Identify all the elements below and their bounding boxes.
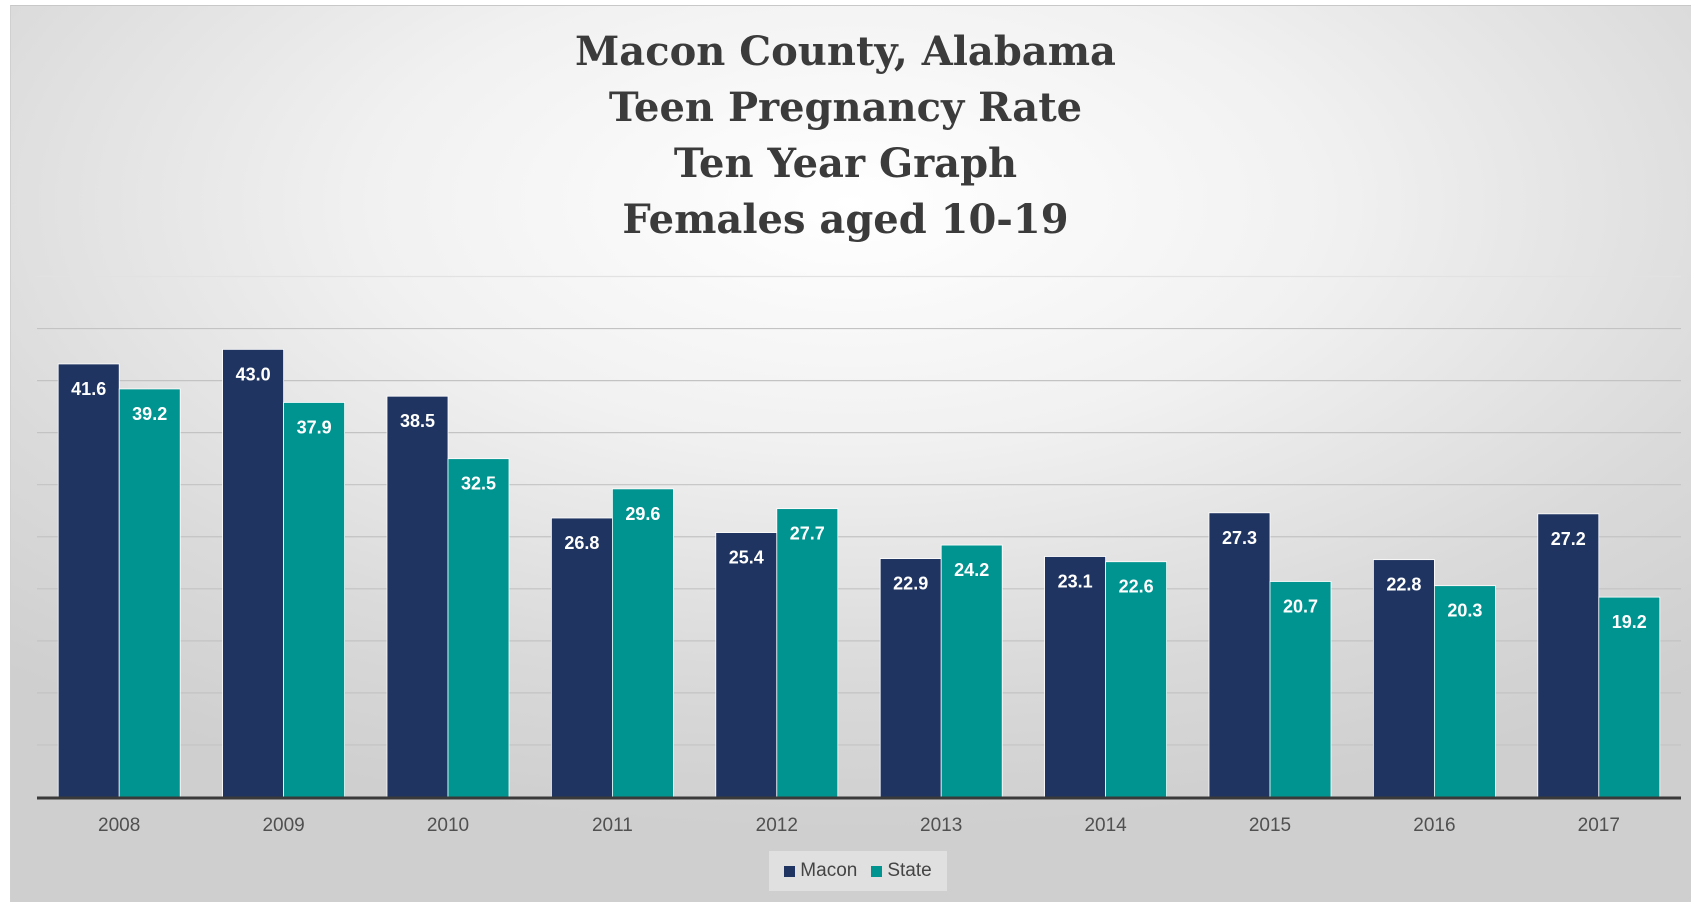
data-label-macon-2012: 25.4: [729, 548, 764, 568]
data-label-state-2012: 27.7: [790, 524, 825, 544]
bar-macon-2011: [551, 517, 613, 798]
bar-macon-2009: [222, 348, 285, 798]
x-tick-label-2017: 2017: [1578, 815, 1620, 836]
bar-state-2012: [776, 508, 839, 798]
legend-label-state: State: [887, 860, 932, 881]
data-label-state-2014: 22.6: [1119, 577, 1154, 597]
data-label-state-2010: 32.5: [461, 474, 496, 494]
data-label-macon-2015: 27.3: [1222, 528, 1257, 548]
data-label-state-2016: 20.3: [1447, 601, 1482, 621]
x-tick-label-2008: 2008: [98, 815, 140, 836]
bar-macon-2012: [715, 532, 778, 798]
data-label-state-2011: 29.6: [625, 504, 660, 524]
data-label-macon-2016: 22.8: [1386, 575, 1421, 595]
data-label-state-2017: 19.2: [1612, 612, 1647, 632]
bar-macon-2010: [386, 395, 449, 798]
bar-state-2010: [447, 458, 510, 798]
x-tick-label-2013: 2013: [920, 815, 962, 836]
bar-macon-2016: [1373, 559, 1435, 798]
bar-macon-2017: [1537, 513, 1600, 798]
legend-item-macon: Macon: [784, 860, 857, 882]
bar-state-2015: [1269, 581, 1332, 798]
legend-label-macon: Macon: [800, 860, 858, 881]
bar-state-2016: [1434, 585, 1496, 798]
legend-item-state: State: [871, 860, 932, 882]
data-label-macon-2013: 22.9: [893, 574, 928, 594]
bar-state-2014: [1105, 561, 1167, 798]
bar-state-2017: [1598, 596, 1661, 798]
x-tick-label-2014: 2014: [1084, 815, 1127, 836]
data-label-macon-2014: 23.1: [1058, 572, 1093, 592]
legend-swatch-state: [871, 865, 883, 877]
chart-title-line-1: Macon County, Alabama: [575, 28, 1116, 75]
data-label-state-2009: 37.9: [297, 417, 332, 437]
bar-macon-2008: [57, 363, 120, 798]
chart-title-line-3: Ten Year Graph: [673, 140, 1018, 187]
data-label-state-2008: 39.2: [132, 404, 167, 424]
bar-macon-2014: [1044, 556, 1106, 798]
bar-state-2011: [612, 488, 674, 798]
x-tick-label-2009: 2009: [262, 815, 304, 836]
data-label-macon-2009: 43.0: [236, 364, 271, 384]
legend-swatch-macon: [784, 865, 796, 877]
data-label-macon-2017: 27.2: [1551, 529, 1586, 549]
bar-state-2013: [940, 544, 1003, 798]
legend: Macon State: [769, 851, 947, 891]
x-tick-label-2016: 2016: [1413, 815, 1455, 836]
chart-title-line-2: Teen Pregnancy Rate: [608, 84, 1083, 131]
bar-macon-2013: [879, 558, 942, 798]
chart-title: Macon County, Alabama Teen Pregnancy Rat…: [0, 24, 1691, 248]
data-label-state-2015: 20.7: [1283, 597, 1318, 617]
x-tick-label-2012: 2012: [756, 815, 798, 836]
data-label-macon-2008: 41.6: [71, 379, 106, 399]
data-label-macon-2011: 26.8: [564, 533, 599, 553]
data-label-state-2013: 24.2: [954, 560, 989, 580]
x-tick-label-2015: 2015: [1249, 815, 1291, 836]
bar-state-2008: [118, 388, 181, 798]
bar-macon-2015: [1208, 512, 1271, 798]
x-tick-label-2010: 2010: [427, 815, 469, 836]
data-label-macon-2010: 38.5: [400, 411, 435, 431]
x-tick-label-2011: 2011: [592, 815, 633, 836]
chart-title-line-4: Females aged 10-19: [622, 196, 1069, 243]
bar-state-2009: [283, 402, 346, 798]
